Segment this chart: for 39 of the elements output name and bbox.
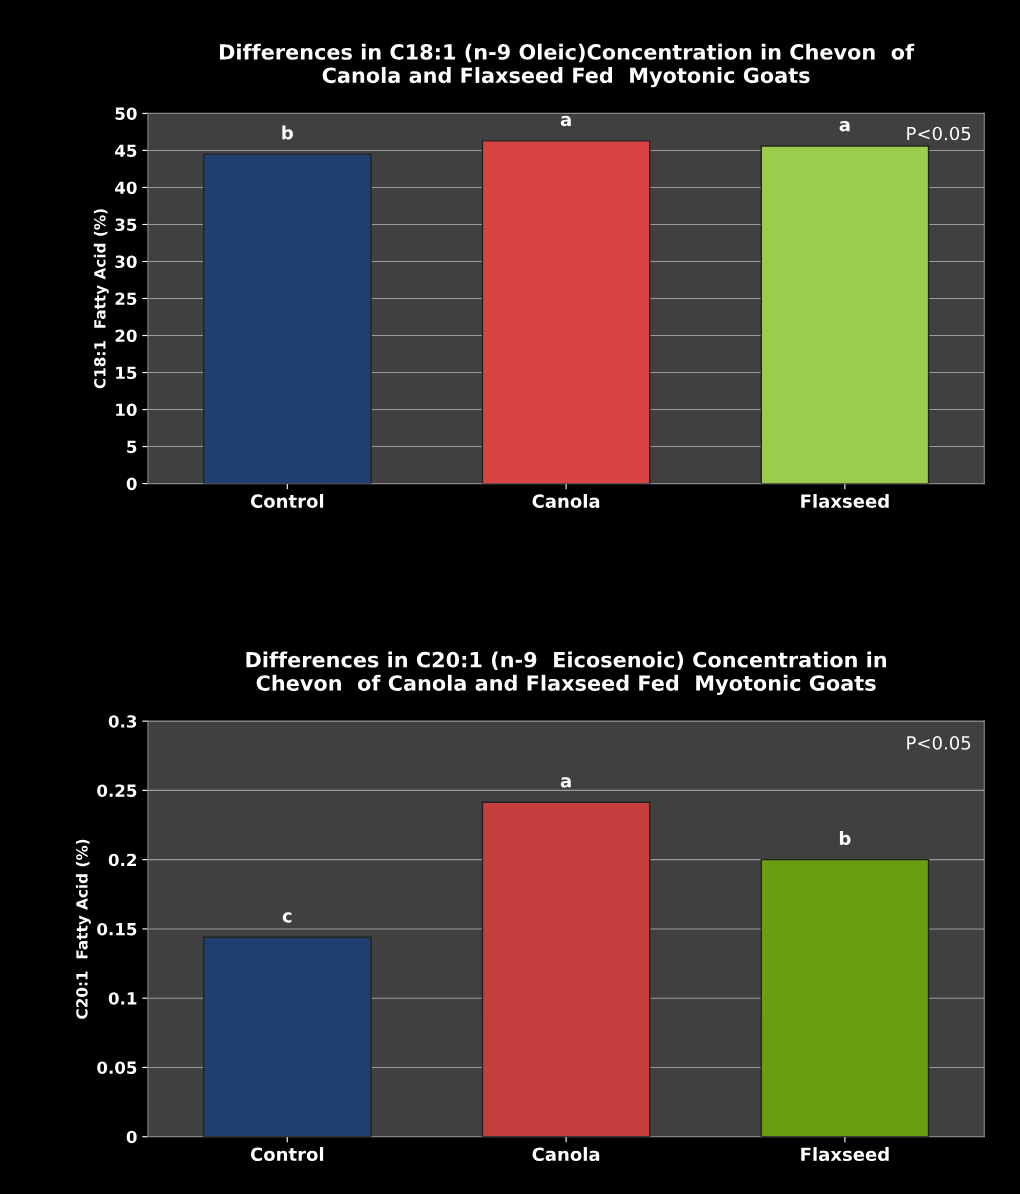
y-tick-label: 40 <box>115 181 137 195</box>
y-tick-label: 50 <box>115 107 137 120</box>
x-tick-label: Control <box>250 493 324 508</box>
annotation: P<0.05 <box>907 126 971 141</box>
x-tick-label: Canola <box>532 1147 600 1162</box>
annotation: a <box>839 121 850 132</box>
bar <box>202 936 372 1137</box>
y-tick-label: 0.3 <box>108 715 137 728</box>
y-tick-label: 0 <box>126 477 137 491</box>
chart-title: Differences in C18:1 (n-9 Oleic)Concentration in Chevon of Canola and Flaxseed Fed Myotonic Goats <box>220 43 915 88</box>
y-tick-label: 10 <box>116 403 137 417</box>
y-tick-label: 0.25 <box>97 784 137 797</box>
y-tick-label: 0 <box>126 1130 137 1144</box>
annotation: a <box>560 115 571 127</box>
y-tick-label: 0.2 <box>108 853 137 867</box>
annotation: c <box>282 912 292 923</box>
x-tick-label: Flaxseed <box>801 493 889 508</box>
y-tick-label: 20 <box>115 329 137 343</box>
y-tick-label: 5 <box>127 440 137 454</box>
y-tick-label: 0.1 <box>108 992 137 1005</box>
bar <box>481 801 651 1137</box>
y-tick-label: 35 <box>115 218 137 232</box>
y-tick-label: 15 <box>116 366 137 380</box>
y-tick-label: 25 <box>115 292 137 306</box>
x-tick-label: Control <box>250 1147 324 1162</box>
chart-title: Differences in C20:1 (n-9 Eicosenoic) Concentration in Chevon of Canola and Flaxseed Fed Myotonic Goats <box>246 651 887 696</box>
x-tick-label: Canola <box>532 493 600 508</box>
y-tick-label: 30 <box>115 255 137 269</box>
x-tick-label: Flaxseed <box>801 1147 889 1162</box>
annotation: b <box>282 125 293 140</box>
bar <box>760 858 930 1137</box>
y-axis-title: C18:1 Fatty Acid (%) <box>93 209 109 389</box>
annotation: P<0.05 <box>907 736 971 750</box>
y-tick-label: 0.15 <box>97 922 137 936</box>
annotation: a <box>560 777 571 788</box>
y-axis-title: C20:1 Fatty Acid (%) <box>75 839 91 1019</box>
y-tick-label: 0.05 <box>97 1061 137 1075</box>
y-tick-label: 45 <box>115 144 137 158</box>
annotation: b <box>839 831 851 846</box>
